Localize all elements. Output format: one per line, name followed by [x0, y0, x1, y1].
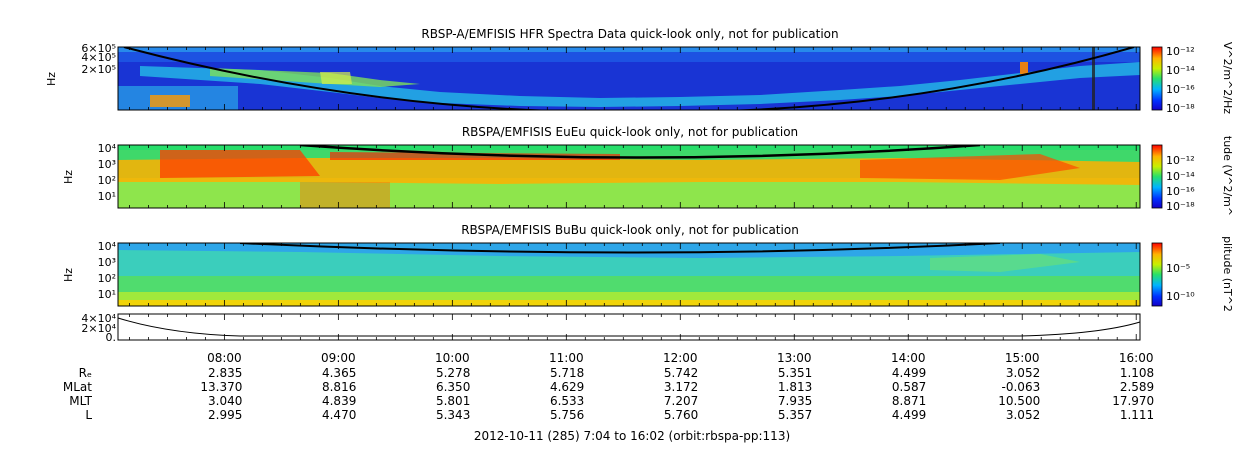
ephemeris-value: 5.742	[664, 366, 698, 380]
ephemeris-value: 6.350	[436, 380, 470, 394]
x-tick-label: 10:00	[435, 351, 470, 365]
ephemeris-value: 3.040	[208, 394, 242, 408]
panel-hfr-cbtick: 10⁻¹⁶	[1166, 83, 1195, 96]
panel-hfr-cbtick: 10⁻¹⁸	[1166, 102, 1195, 115]
x-tick-label: 13:00	[777, 351, 812, 365]
x-tick-label: 08:00	[207, 351, 242, 365]
ephemeris-row-label: MLT	[69, 394, 92, 408]
ephemeris-value: 3.052	[1006, 408, 1040, 422]
panel-hfr-cblabel: V^2/m^2/Hz	[1221, 42, 1234, 114]
panel-eueu-cbtick: 10⁻¹⁴	[1166, 170, 1195, 183]
panel-hfr-title: RBSP-A/EMFISIS HFR Spectra Data quick-lo…	[421, 27, 838, 41]
ephemeris-value: 17.970	[1112, 394, 1154, 408]
panel-hfr-cbtick: 10⁻¹²	[1166, 45, 1195, 58]
ephemeris-value: 2.995	[208, 408, 242, 422]
panel-eueu-cbtick: 10⁻¹²	[1166, 154, 1195, 167]
panel-line: 0. 2×10⁴ 4×10⁴	[81, 312, 1141, 344]
panel-bubu-cbtick: 10⁻¹⁰	[1166, 290, 1195, 303]
ephemeris-table: Rₑ MLat MLT L 2.835 4.365 5.278 5.718 5.742 5…	[63, 366, 1154, 422]
panel-eueu-ytick: 10⁴	[98, 142, 117, 155]
ephemeris-value: 2.835	[208, 366, 242, 380]
ephemeris-value: 3.172	[664, 380, 698, 394]
ephemeris-row-label: MLat	[63, 380, 92, 394]
x-axis-ticks	[128, 47, 1137, 340]
panel-hfr-ytick: 2×10⁵	[81, 63, 116, 76]
panel-line-ytick: 2×10⁴	[81, 322, 116, 335]
ephemeris-row-label: Rₑ	[79, 366, 92, 380]
ephemeris-value: 4.499	[892, 366, 926, 380]
panel-bubu-ytick: 10¹	[98, 288, 116, 301]
ephemeris-value: 4.839	[322, 394, 356, 408]
panel-bubu-cbtick: 10⁻⁵	[1166, 262, 1190, 275]
ephemeris-value: 8.871	[892, 394, 926, 408]
ephemeris-value: 5.278	[436, 366, 470, 380]
x-tick-label: 14:00	[891, 351, 926, 365]
panel-bubu: RBSPA/EMFISIS BuBu quick-look only, not …	[62, 223, 1234, 312]
panel-hfr-ytick: 6×10⁵	[81, 42, 116, 55]
panel-eueu-ytick: 10³	[98, 158, 116, 171]
ephemeris-row-label: L	[85, 408, 92, 422]
ephemeris-value: 5.756	[550, 408, 584, 422]
panel-bubu-ylabel: Hz	[62, 268, 75, 282]
panel-eueu-ylabel: Hz	[62, 170, 75, 184]
ephemeris-value: 0.587	[892, 380, 926, 394]
x-axis-labels: 08:00 09:00 10:00 11:00 12:00 13:00 14:00 15:00…	[207, 351, 1153, 365]
ephemeris-value: 5.760	[664, 408, 698, 422]
panel-hfr-colorbar: 10⁻¹² 10⁻¹⁴ 10⁻¹⁶ 10⁻¹⁸ V^2/m^2/Hz	[1151, 42, 1234, 115]
ephemeris-value: 5.718	[550, 366, 584, 380]
panel-eueu-cblabel: tude (V^2/m^	[1221, 136, 1234, 216]
ephemeris-value: 4.470	[322, 408, 356, 422]
panel-eueu-cbtick: 10⁻¹⁶	[1166, 185, 1195, 198]
ephemeris-value: 4.499	[892, 408, 926, 422]
footer-caption: 2012-10-11 (285) 7:04 to 16:02 (orbit:rb…	[474, 429, 790, 443]
panel-eueu-cbtick: 10⁻¹⁸	[1166, 200, 1195, 213]
panel-line-ytick: 0.	[106, 331, 117, 344]
panel-eueu-spectrogram	[118, 145, 1140, 208]
panel-bubu-ytick: 10²	[98, 272, 116, 285]
panel-line-series	[117, 317, 1141, 337]
ephemeris-value: 10.500	[998, 394, 1040, 408]
x-tick-label: 11:00	[549, 351, 584, 365]
panel-eueu: RBSPA/EMFISIS EuEu quick-look only, not …	[62, 125, 1234, 216]
panel-bubu-title: RBSPA/EMFISIS BuBu quick-look only, not …	[461, 223, 799, 237]
panel-eueu-title: RBSPA/EMFISIS EuEu quick-look only, not …	[462, 125, 798, 139]
ephemeris-value: 5.351	[778, 366, 812, 380]
panel-bubu-ytick: 10⁴	[98, 240, 117, 253]
panel-bubu-colorbar: 10⁻⁵ 10⁻¹⁰ plitude (nT^2	[1151, 236, 1234, 312]
ephemeris-value: -0.063	[1002, 380, 1041, 394]
panel-hfr-ytick: 4×10⁵	[81, 51, 116, 64]
panel-hfr-spectrogram	[118, 47, 1140, 110]
panel-bubu-ytick: 10³	[98, 256, 116, 269]
ephemeris-value: 7.935	[778, 394, 812, 408]
ephemeris-value: 4.629	[550, 380, 584, 394]
ephemeris-value: 1.108	[1120, 366, 1154, 380]
panel-eueu-ytick: 10¹	[98, 190, 116, 203]
x-tick-label: 09:00	[321, 351, 356, 365]
ephemeris-value: 1.111	[1120, 408, 1154, 422]
panel-hfr-ylabel: Hz	[45, 72, 58, 86]
ephemeris-value: 2.589	[1120, 380, 1154, 394]
panel-hfr: RBSP-A/EMFISIS HFR Spectra Data quick-lo…	[45, 27, 1234, 115]
ephemeris-value: 4.365	[322, 366, 356, 380]
x-tick-label: 15:00	[1005, 351, 1040, 365]
panel-bubu-spectrogram	[118, 243, 1140, 306]
panel-eueu-colorbar: 10⁻¹² 10⁻¹⁴ 10⁻¹⁶ 10⁻¹⁸ tude (V^2/m^	[1151, 136, 1234, 216]
ephemeris-value: 7.207	[664, 394, 698, 408]
ephemeris-value: 5.801	[436, 394, 470, 408]
ephemeris-value: 1.813	[778, 380, 812, 394]
panel-eueu-ytick: 10²	[98, 174, 116, 187]
panel-bubu-cblabel: plitude (nT^2	[1221, 236, 1234, 312]
panel-hfr-cbtick: 10⁻¹⁴	[1166, 64, 1195, 77]
x-tick-label: 12:00	[663, 351, 698, 365]
ephemeris-value: 6.533	[550, 394, 584, 408]
ephemeris-value: 13.370	[200, 380, 242, 394]
ephemeris-value: 5.357	[778, 408, 812, 422]
ephemeris-value: 3.052	[1006, 366, 1040, 380]
ephemeris-value: 8.816	[322, 380, 356, 394]
x-tick-label: 16:00	[1119, 351, 1154, 365]
panel-line-ytick: 4×10⁴	[81, 312, 116, 325]
ephemeris-value: 5.343	[436, 408, 470, 422]
